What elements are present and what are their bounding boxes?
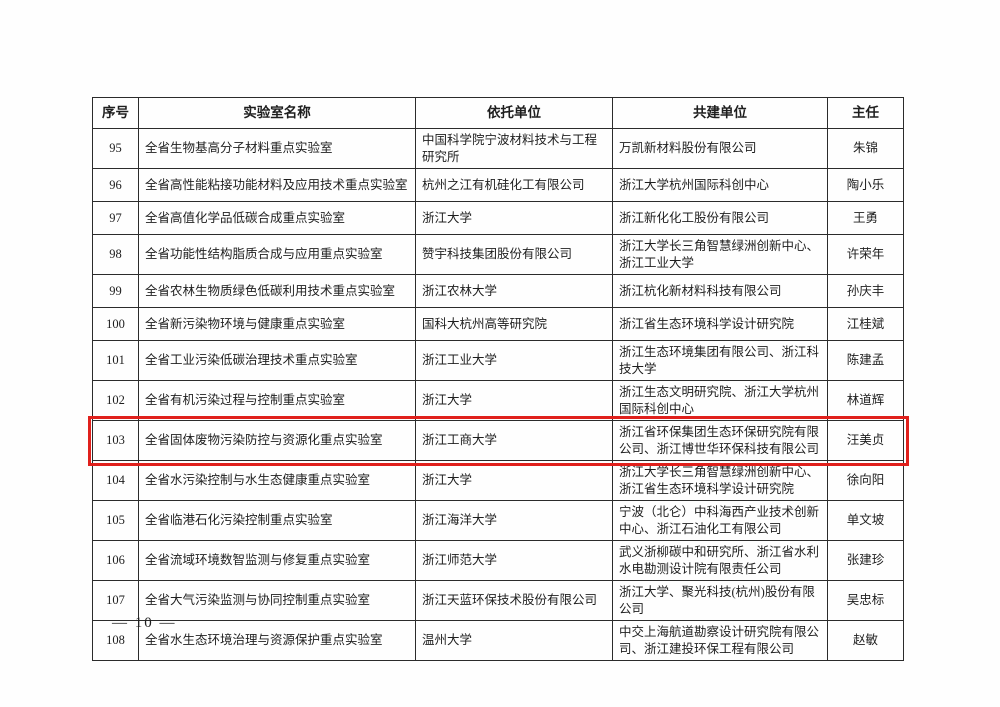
host-unit-cell: 杭州之江有机硅化工有限公司 <box>415 168 613 202</box>
row-number-cell: 101 <box>92 340 139 381</box>
row-number-cell: 108 <box>92 620 139 661</box>
host-unit-cell: 国科大杭州高等研究院 <box>415 307 613 341</box>
lab-name-cell: 全省高值化学品低碳合成重点实验室 <box>138 201 416 235</box>
director-cell: 江桂斌 <box>827 307 904 341</box>
partner-unit-cell: 浙江生态文明研究院、浙江大学杭州国际科创中心 <box>612 380 828 421</box>
table-row: 106 全省流域环境数智监测与修复重点实验室 浙江师范大学 武义浙柳碳中和研究所、浙江… <box>92 540 904 581</box>
host-unit-cell: 赞宇科技集团股份有限公司 <box>415 234 613 275</box>
row-number-cell: 103 <box>92 420 139 461</box>
row-number-cell: 107 <box>92 580 139 621</box>
table-row: 104 全省水污染控制与水生态健康重点实验室 浙江大学 浙江大学长三角智慧绿洲创新中心… <box>92 460 904 501</box>
table-row: 97 全省高值化学品低碳合成重点实验室 浙江大学 浙江新化化工股份有限公司 王勇 <box>92 201 904 235</box>
table-row: 105 全省临港石化污染控制重点实验室 浙江海洋大学 宁波（北仑）中科海西产业技术创新… <box>92 500 904 541</box>
lab-name-cell: 全省高性能粘接功能材料及应用技术重点实验室 <box>138 168 416 202</box>
table-row-highlighted: 103 全省固体废物污染防控与资源化重点实验室 浙江工商大学 浙江省环保集团生态环保研… <box>87 415 909 466</box>
lab-name-cell: 全省流域环境数智监测与修复重点实验室 <box>138 540 416 581</box>
lab-name-cell: 全省大气污染监测与协同控制重点实验室 <box>138 580 416 621</box>
partner-unit-cell: 万凯新材料股份有限公司 <box>612 128 828 169</box>
table-row: 100 全省新污染物环境与健康重点实验室 国科大杭州高等研究院 浙江省生态环境科学设计… <box>92 307 904 341</box>
table-row: 101 全省工业污染低碳治理技术重点实验室 浙江工业大学 浙江生态环境集团有限公司、浙… <box>92 340 904 381</box>
director-cell: 陶小乐 <box>827 168 904 202</box>
director-cell: 朱锦 <box>827 128 904 169</box>
column-header-0: 序号 <box>92 97 139 129</box>
director-cell: 汪美贞 <box>827 420 904 461</box>
lab-name-cell: 全省新污染物环境与健康重点实验室 <box>138 307 416 341</box>
director-cell: 王勇 <box>827 201 904 235</box>
row-number-cell: 106 <box>92 540 139 581</box>
labs-table: 序号 实验室名称 依托单位 共建单位 主任 95 全省生物基高分子材料重点实验室 中国科学院… <box>87 97 909 661</box>
column-header-4: 主任 <box>827 97 904 129</box>
row-number-cell: 99 <box>92 274 139 308</box>
director-cell: 孙庆丰 <box>827 274 904 308</box>
partner-unit-cell: 浙江省环保集团生态环保研究院有限公司、浙江博世华环保科技有限公司 <box>612 420 828 461</box>
lab-name-cell: 全省固体废物污染防控与资源化重点实验室 <box>138 420 416 461</box>
lab-name-cell: 全省工业污染低碳治理技术重点实验室 <box>138 340 416 381</box>
director-cell: 林道辉 <box>827 380 904 421</box>
row-number-cell: 97 <box>92 201 139 235</box>
lab-name-cell: 全省有机污染过程与控制重点实验室 <box>138 380 416 421</box>
host-unit-cell: 浙江工商大学 <box>415 420 613 461</box>
lab-name-cell: 全省生物基高分子材料重点实验室 <box>138 128 416 169</box>
partner-unit-cell: 宁波（北仑）中科海西产业技术创新中心、浙江石油化工有限公司 <box>612 500 828 541</box>
lab-name-cell: 全省农林生物质绿色低碳利用技术重点实验室 <box>138 274 416 308</box>
host-unit-cell: 浙江师范大学 <box>415 540 613 581</box>
partner-unit-cell: 浙江杭化新材料科技有限公司 <box>612 274 828 308</box>
director-cell: 许荣年 <box>827 234 904 275</box>
row-number-cell: 96 <box>92 168 139 202</box>
host-unit-cell: 浙江大学 <box>415 460 613 501</box>
row-number-cell: 95 <box>92 128 139 169</box>
director-cell: 陈建孟 <box>827 340 904 381</box>
director-cell: 单文坡 <box>827 500 904 541</box>
lab-name-cell: 全省水污染控制与水生态健康重点实验室 <box>138 460 416 501</box>
host-unit-cell: 浙江天蓝环保技术股份有限公司 <box>415 580 613 621</box>
lab-name-cell: 全省水生态环境治理与资源保护重点实验室 <box>138 620 416 661</box>
table-row: 96 全省高性能粘接功能材料及应用技术重点实验室 杭州之江有机硅化工有限公司 浙江大学… <box>92 168 904 202</box>
partner-unit-cell: 中交上海航道勘察设计研究院有限公司、浙江建投环保工程有限公司 <box>612 620 828 661</box>
table-row: 98 全省功能性结构脂质合成与应用重点实验室 赞宇科技集团股份有限公司 浙江大学长三角… <box>92 234 904 275</box>
host-unit-cell: 浙江大学 <box>415 380 613 421</box>
host-unit-cell: 浙江农林大学 <box>415 274 613 308</box>
host-unit-cell: 浙江海洋大学 <box>415 500 613 541</box>
director-cell: 徐向阳 <box>827 460 904 501</box>
partner-unit-cell: 浙江新化化工股份有限公司 <box>612 201 828 235</box>
host-unit-cell: 中国科学院宁波材料技术与工程研究所 <box>415 128 613 169</box>
partner-unit-cell: 浙江大学长三角智慧绿洲创新中心、浙江省生态环境科学设计研究院 <box>612 460 828 501</box>
row-number-cell: 100 <box>92 307 139 341</box>
column-header-2: 依托单位 <box>415 97 613 129</box>
column-header-1: 实验室名称 <box>138 97 416 129</box>
director-cell: 张建珍 <box>827 540 904 581</box>
row-number-cell: 104 <box>92 460 139 501</box>
lab-name-cell: 全省功能性结构脂质合成与应用重点实验室 <box>138 234 416 275</box>
table-row: 107 全省大气污染监测与协同控制重点实验室 浙江天蓝环保技术股份有限公司 浙江大学、… <box>92 580 904 621</box>
row-number-cell: 102 <box>92 380 139 421</box>
host-unit-cell: 浙江工业大学 <box>415 340 613 381</box>
table-row: 95 全省生物基高分子材料重点实验室 中国科学院宁波材料技术与工程研究所 万凯新材料股… <box>92 128 904 169</box>
host-unit-cell: 浙江大学 <box>415 201 613 235</box>
partner-unit-cell: 浙江省生态环境科学设计研究院 <box>612 307 828 341</box>
partner-unit-cell: 武义浙柳碳中和研究所、浙江省水利水电勘测设计院有限责任公司 <box>612 540 828 581</box>
table-row: 102 全省有机污染过程与控制重点实验室 浙江大学 浙江生态文明研究院、浙江大学杭州国… <box>92 380 904 421</box>
partner-unit-cell: 浙江生态环境集团有限公司、浙江科技大学 <box>612 340 828 381</box>
director-cell: 吴忠标 <box>827 580 904 621</box>
director-cell: 赵敏 <box>827 620 904 661</box>
table-row: 108 全省水生态环境治理与资源保护重点实验室 温州大学 中交上海航道勘察设计研究院有… <box>92 620 904 661</box>
row-number-cell: 105 <box>92 500 139 541</box>
page-number: — 10 — <box>112 615 177 631</box>
lab-name-cell: 全省临港石化污染控制重点实验室 <box>138 500 416 541</box>
column-header-3: 共建单位 <box>612 97 828 129</box>
table-row: 99 全省农林生物质绿色低碳利用技术重点实验室 浙江农林大学 浙江杭化新材料科技有限公… <box>92 274 904 308</box>
row-number-cell: 98 <box>92 234 139 275</box>
table-header-row: 序号 实验室名称 依托单位 共建单位 主任 <box>92 97 904 129</box>
host-unit-cell: 温州大学 <box>415 620 613 661</box>
partner-unit-cell: 浙江大学长三角智慧绿洲创新中心、浙江工业大学 <box>612 234 828 275</box>
partner-unit-cell: 浙江大学、聚光科技(杭州)股份有限公司 <box>612 580 828 621</box>
partner-unit-cell: 浙江大学杭州国际科创中心 <box>612 168 828 202</box>
